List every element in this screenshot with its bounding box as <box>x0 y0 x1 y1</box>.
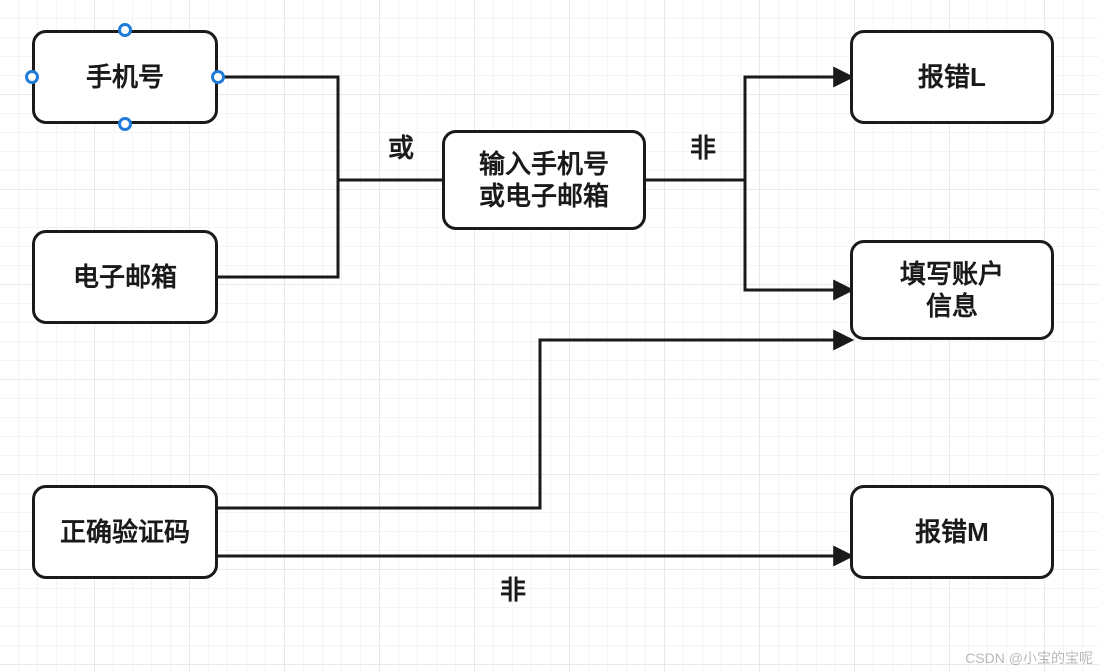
node-email[interactable]: 电子邮箱 <box>32 230 218 324</box>
node-account[interactable]: 填写账户 信息 <box>850 240 1054 340</box>
edge-label-or: 或 <box>388 128 414 165</box>
watermark-text: CSDN @小宝的宝呢 <box>965 648 1093 668</box>
selection-handle[interactable] <box>211 70 225 84</box>
node-errorL[interactable]: 报错L <box>850 30 1054 124</box>
selection-handle[interactable] <box>118 117 132 131</box>
selection-handle[interactable] <box>118 23 132 37</box>
edge-label-not2: 非 <box>500 570 526 607</box>
node-errorM[interactable]: 报错M <box>850 485 1054 579</box>
node-phone[interactable]: 手机号 <box>32 30 218 124</box>
edge-2 <box>646 77 850 180</box>
diagram-canvas[interactable]: CSDN @小宝的宝呢 手机号电子邮箱 输入手机号 或电子邮箱 报错L 填写账户 信息… <box>0 0 1099 672</box>
edge-label-not1: 非 <box>690 128 716 165</box>
selection-handle[interactable] <box>25 70 39 84</box>
edge-1 <box>218 180 338 277</box>
edge-4 <box>218 340 850 508</box>
node-input[interactable]: 输入手机号 或电子邮箱 <box>442 130 646 230</box>
node-captcha[interactable]: 正确验证码 <box>32 485 218 579</box>
edge-3 <box>745 180 850 290</box>
